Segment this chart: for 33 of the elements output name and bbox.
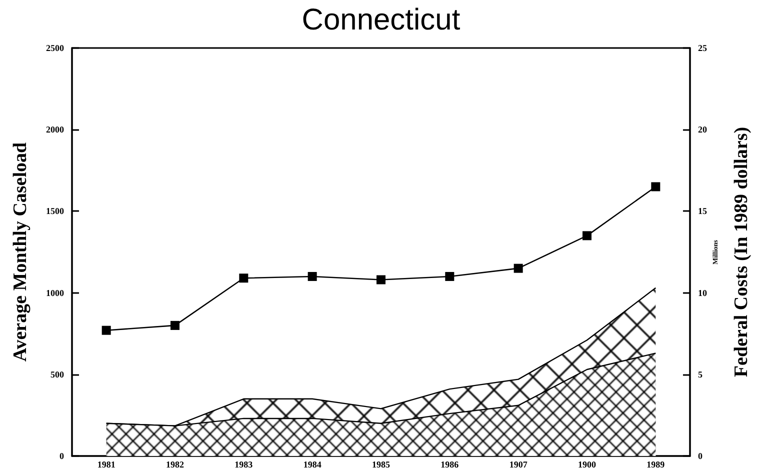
y2-tick-label: 0 [698,451,703,461]
point [376,275,386,284]
x-tick-label: 1986 [440,460,460,470]
y-tick-label: 1500 [46,206,64,216]
y-tick-label: 1000 [46,288,64,298]
chart-title: Connecticut [302,4,461,36]
x-tick-label: 1984 [303,460,322,470]
point [514,264,523,273]
y2-tick-label: 10 [698,288,708,298]
x-tick-label: 1981 [97,460,116,470]
y-axis-title: Average Monthly Caseload [10,142,31,362]
y-tick-label: 0 [60,451,64,461]
y-tick-label: 500 [50,369,64,380]
x-tick-label: 1907 [509,460,528,470]
point [102,326,111,335]
y2-axis-title: Federal Costs (In 1989 dollars) [731,126,752,378]
y2-tick-label: 20 [698,124,708,135]
y2-tick-label: 15 [698,206,708,216]
point [445,272,454,281]
x-tick-label: 1985 [372,460,390,470]
x-tick-label: 1983 [234,460,254,470]
y2-tick-label: 25 [698,43,708,53]
point [582,231,592,240]
y2-tick-label: 5 [698,369,703,380]
point [170,320,180,330]
point [651,182,660,192]
x-tick-label: 1900 [578,460,596,470]
point [308,272,317,281]
y-tick-label: 2000 [46,124,64,135]
x-tick-label: 1989 [646,460,666,470]
x-tick-label: 1982 [166,460,184,470]
point [239,274,248,283]
y-tick-label: 2500 [46,43,64,53]
